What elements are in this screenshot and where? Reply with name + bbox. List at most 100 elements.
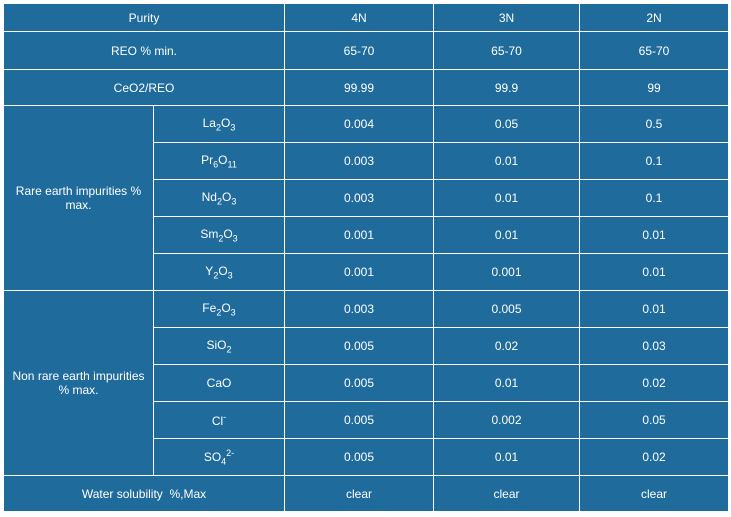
value-cell: 0.001 xyxy=(433,253,580,291)
value-cell: 65-70 xyxy=(433,31,580,70)
formula-part: O xyxy=(221,115,231,130)
formula-part: 4 xyxy=(221,456,227,467)
value-cell: 99.9 xyxy=(433,69,580,106)
value-cell: 0.02 xyxy=(579,364,729,402)
value-cell: 0.01 xyxy=(433,364,580,402)
value-cell: 0.005 xyxy=(284,438,434,476)
formula-part: SiO xyxy=(206,337,227,352)
value-cell: 0.5 xyxy=(579,105,729,143)
formula-part: 11 xyxy=(227,159,237,170)
table-row: Rare earth impurities % max. La2O3 0.004 0.… xyxy=(3,105,729,291)
formula-cell: CaO xyxy=(153,364,285,402)
value-cell: 0.005 xyxy=(284,364,434,402)
value-cell: 65-70 xyxy=(284,31,434,70)
table-row: Pr6O11 0.003 0.01 0.1 xyxy=(4,142,729,180)
table-row: Nd2O3 0.003 0.01 0.1 xyxy=(4,179,729,217)
formula-cell: Pr6O11 xyxy=(153,142,285,180)
header-cell: 4N xyxy=(284,3,434,32)
value-cell: 0.003 xyxy=(284,142,434,180)
value-cell: 0.01 xyxy=(433,438,580,476)
table-row: Non rare earth impurities % max. Fe2O3 0.0… xyxy=(3,290,729,476)
value-cell: 0.01 xyxy=(579,290,729,328)
formula-part: 2 xyxy=(213,270,219,281)
formula-part: Pr xyxy=(201,152,214,167)
formula-cell: SO42- xyxy=(153,438,285,476)
group-label: Rare earth impurities % max. xyxy=(3,105,154,291)
value-cell: clear xyxy=(579,475,729,512)
value-cell: 0.001 xyxy=(284,253,434,291)
value-cell: 0.1 xyxy=(579,142,729,180)
value-cell: 0.005 xyxy=(284,401,434,439)
formula-part: - xyxy=(223,412,227,422)
value-cell: 99.99 xyxy=(284,69,434,106)
table-row: Water solubility %,Max clear clear clear xyxy=(3,475,729,512)
value-cell: 65-70 xyxy=(579,31,729,70)
value-cell: 0.005 xyxy=(284,327,434,365)
formula-part: SO xyxy=(203,449,222,464)
value-cell: 0.01 xyxy=(433,179,580,217)
formula-cell: SiO2 xyxy=(153,327,285,365)
formula-part: 6 xyxy=(213,159,219,170)
group-label: Non rare earth impurities % max. xyxy=(3,290,154,476)
table-row: SO42- 0.005 0.01 0.02 xyxy=(4,438,729,476)
value-cell: 0.01 xyxy=(433,142,580,180)
formula-part: 3 xyxy=(231,196,237,207)
formula-part: O xyxy=(223,226,233,241)
formula-part: O xyxy=(218,263,228,278)
value-cell: 0.02 xyxy=(433,327,580,365)
header-cell: 3N xyxy=(433,3,580,32)
formula-part: Y xyxy=(205,263,214,278)
formula-part: 2 xyxy=(216,307,222,318)
value-cell: 0.1 xyxy=(579,179,729,217)
value-cell: 99 xyxy=(579,69,729,106)
formula-part: 3 xyxy=(232,233,238,244)
formula-part: 2 xyxy=(216,196,222,207)
value-cell: 0.03 xyxy=(579,327,729,365)
value-cell: 0.05 xyxy=(433,105,580,143)
formula-part: 2 xyxy=(218,233,224,244)
value-cell: 0.05 xyxy=(579,401,729,439)
formula-part: 2- xyxy=(226,447,235,458)
formula-cell: Sm2O3 xyxy=(153,216,285,254)
value-cell: 0.003 xyxy=(284,290,434,328)
formula-cell: Nd2O3 xyxy=(153,179,285,217)
formula-part: O xyxy=(218,152,228,167)
value-cell: 0.003 xyxy=(284,179,434,217)
table-row: REO % min. 65-70 65-70 65-70 xyxy=(3,31,729,70)
value-cell: 0.001 xyxy=(284,216,434,254)
table-row: Y2O3 0.001 0.001 0.01 xyxy=(4,253,729,291)
formula-part: O xyxy=(222,189,232,204)
formula-part: Cl xyxy=(211,414,224,428)
table-row: CaO 0.005 0.01 0.02 xyxy=(4,364,729,402)
spec-table: Purity 4N 3N 2N REO % min. 65-70 65-70 65-70 CeO… xyxy=(3,3,729,512)
formula-cell: Y2O3 xyxy=(153,253,285,291)
formula-cell: Fe2O3 xyxy=(153,290,285,328)
value-cell: 0.01 xyxy=(579,253,729,291)
formula-part: CaO xyxy=(206,376,232,390)
table-row: SiO2 0.005 0.02 0.03 xyxy=(4,327,729,365)
row-label: REO % min. xyxy=(3,31,285,70)
header-cell: 2N xyxy=(579,3,729,32)
formula-part: Fe xyxy=(202,300,217,315)
value-cell: 0.005 xyxy=(433,290,580,328)
formula-cell: Cl- xyxy=(153,401,285,439)
row-label: Water solubility %,Max xyxy=(3,475,285,512)
row-label: CeO2/REO xyxy=(3,69,285,106)
formula-part: 2 xyxy=(226,344,232,355)
value-cell: 0.004 xyxy=(284,105,434,143)
formula-cell: La2O3 xyxy=(153,105,285,143)
formula-part: 3 xyxy=(227,270,233,281)
value-cell: clear xyxy=(433,475,580,512)
value-cell: clear xyxy=(284,475,434,512)
table-row: CeO2/REO 99.99 99.9 99 xyxy=(3,69,729,106)
table-row: Purity 4N 3N 2N xyxy=(3,3,729,32)
table-body: Purity 4N 3N 2N REO % min. 65-70 65-70 65-70 CeO… xyxy=(3,3,729,512)
value-cell: 0.02 xyxy=(579,438,729,476)
formula-part: 3 xyxy=(230,122,236,133)
formula-part: Sm xyxy=(200,226,219,241)
value-cell: 0.01 xyxy=(579,216,729,254)
header-label: Purity xyxy=(3,3,285,32)
value-cell: 0.002 xyxy=(433,401,580,439)
formula-part: Nd xyxy=(201,189,217,204)
